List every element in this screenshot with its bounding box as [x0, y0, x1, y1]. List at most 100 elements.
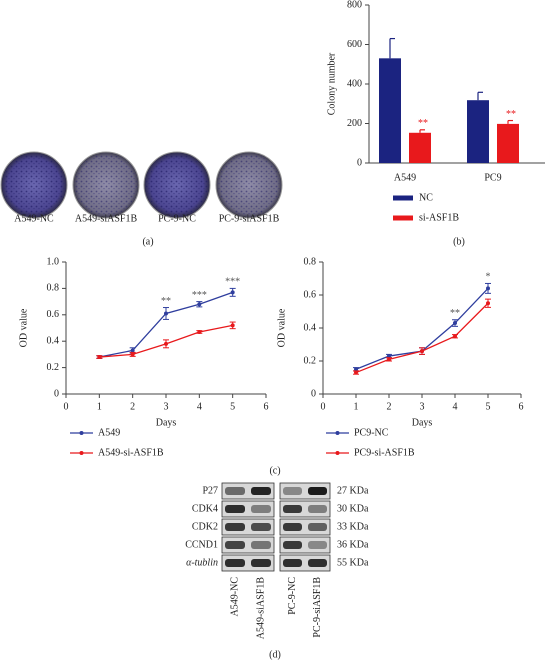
bar [497, 123, 519, 163]
dish-colonies [3, 154, 65, 216]
y-tick-label: 200 [347, 118, 362, 129]
point [354, 370, 358, 375]
legend-label: si-ASF1B [419, 212, 459, 223]
legend-marker [79, 451, 84, 455]
point [453, 321, 457, 326]
bar [409, 132, 431, 163]
point [230, 290, 235, 295]
significance-label: *** [192, 290, 207, 301]
blot-band [225, 505, 245, 513]
x-axis-label: Days [412, 417, 433, 428]
blot-band [308, 523, 327, 531]
x-tick-label: 4 [453, 401, 458, 412]
lane-label: PC-9-NC [287, 577, 298, 615]
blot-band [251, 523, 271, 531]
y-tick-label: 0.8 [304, 256, 317, 267]
point [230, 323, 235, 328]
significance-label: * [486, 272, 491, 283]
point [164, 311, 168, 316]
protein-label: CDK2 [192, 521, 218, 532]
y-tick-label: 0.4 [304, 322, 317, 333]
dish-label: A549-siASF1B [75, 213, 138, 224]
series-line [355, 302, 489, 374]
significance-label: ** [506, 109, 516, 120]
legend-marker [335, 431, 340, 435]
y-axis-label: OD value [276, 308, 287, 347]
x-tick-label: 2 [130, 401, 135, 412]
y-tick-label: 0.8 [47, 283, 60, 294]
bar [379, 58, 401, 164]
y-tick-label: 600 [347, 39, 362, 50]
legend-label: PC9-si-ASF1B [354, 447, 415, 458]
size-label: 33 KDa [337, 521, 369, 532]
x-tick-label: 5 [230, 401, 235, 412]
blot-band [283, 523, 302, 531]
y-tick-label: 0.4 [47, 335, 60, 346]
dish-colonies [75, 154, 137, 216]
significance-label: ** [450, 308, 460, 319]
point [453, 334, 457, 339]
blot-band [251, 559, 271, 567]
legend-marker [335, 451, 340, 455]
y-tick-label: 0 [311, 388, 316, 399]
x-tick-label: 3 [164, 401, 169, 412]
lane-label: A549-NC [229, 577, 240, 617]
legend-label: A549-si-ASF1B [98, 447, 164, 458]
point [197, 302, 202, 307]
size-label: 30 KDa [337, 503, 369, 514]
legend-label: NC [419, 192, 433, 203]
y-tick-label: 0.2 [304, 355, 317, 366]
blot-band [308, 559, 327, 567]
point [420, 349, 424, 354]
size-label: 55 KDa [337, 557, 369, 568]
panel-caption: (a) [142, 236, 153, 247]
dish-colonies [146, 154, 208, 216]
protein-label: CCND1 [185, 539, 218, 550]
significance-label: ** [418, 118, 428, 129]
point [387, 357, 391, 362]
colony-dishes [0, 151, 283, 219]
y-tick-label: 0.6 [47, 309, 60, 320]
blot-band [283, 559, 302, 567]
lane-label: PC-9-siASF1B [312, 577, 323, 638]
x-tick-label: A549 [394, 172, 416, 183]
significance-label: *** [225, 277, 240, 288]
lane-label: A549-siASF1B [255, 577, 266, 640]
blot-band [225, 541, 245, 549]
x-tick-label: 0 [64, 401, 69, 412]
size-label: 36 KDa [337, 539, 369, 550]
dish-label: A549-NC [14, 213, 54, 224]
point [97, 355, 102, 360]
x-tick-label: 2 [387, 401, 392, 412]
point [130, 352, 135, 357]
series-line [355, 287, 489, 370]
dish-label: PC-9-siASF1B [219, 213, 280, 224]
point [387, 354, 391, 359]
blot-band [308, 505, 327, 513]
y-tick-label: 0 [54, 388, 59, 399]
point [197, 329, 202, 334]
y-tick-label: 1.0 [47, 256, 60, 267]
protein-label: P27 [202, 485, 218, 496]
blot-band [283, 541, 302, 549]
blot-band [283, 487, 302, 495]
blot-band [251, 541, 271, 549]
legend-label: PC9-NC [354, 427, 389, 438]
y-tick-label: 0 [357, 157, 362, 168]
point [130, 348, 135, 353]
y-tick-label: 0.2 [47, 362, 60, 373]
x-tick-label: 6 [264, 401, 269, 412]
blot-band [283, 505, 302, 513]
dish-label: PC-9-NC [158, 213, 196, 224]
size-label: 27 KDa [337, 485, 369, 496]
legend-label: A549 [98, 427, 120, 438]
x-tick-label: 5 [486, 401, 491, 412]
blot-band [251, 505, 271, 513]
blot-band [225, 559, 245, 567]
legend-marker [79, 431, 84, 435]
bar [467, 100, 489, 163]
blot-band [225, 487, 245, 495]
x-axis-label: Days [156, 417, 177, 428]
protein-label: CDK4 [192, 503, 218, 514]
